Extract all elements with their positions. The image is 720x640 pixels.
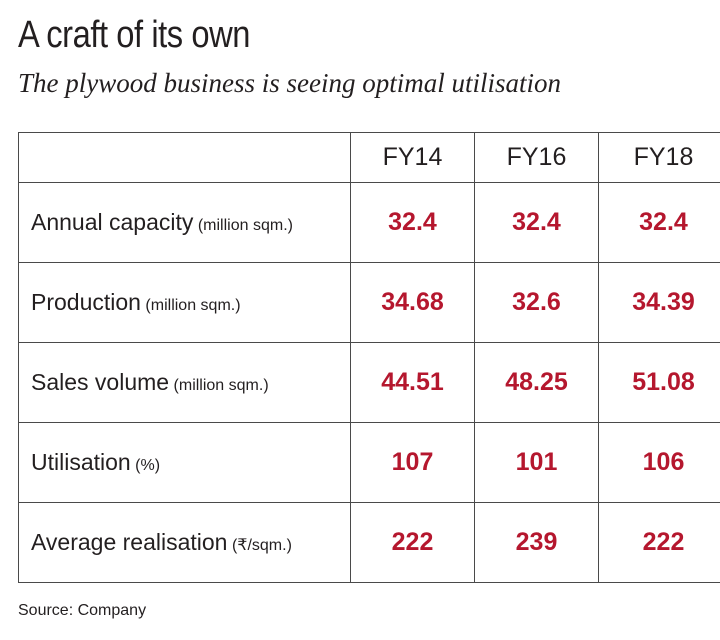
row-unit-label: (₹/sqm.): [231, 537, 292, 554]
table-row: Production (million sqm.) 34.68 32.6 34.39: [18, 262, 720, 343]
value-cell: 32.4: [474, 182, 599, 263]
source-note: Source: Company: [18, 602, 147, 619]
value-cell: 222: [350, 502, 475, 583]
chart-title: A craft of its own: [18, 14, 251, 56]
row-label-cell: Sales volume (million sqm.): [18, 342, 351, 423]
row-label-cell: Average realisation (₹/sqm.): [18, 502, 351, 583]
row-metric-label: Average realisation: [31, 529, 228, 555]
value-cell: 51.08: [598, 342, 720, 423]
row-metric-label: Sales volume: [31, 369, 170, 395]
row-unit-label: (million sqm.): [197, 217, 293, 234]
value-cell: 32.6: [474, 262, 599, 343]
value-cell: 101: [474, 422, 599, 503]
row-metric-label: Production: [31, 289, 141, 315]
value-cell: 239: [474, 502, 599, 583]
row-metric-label: Annual capacity: [31, 209, 194, 235]
data-table: FY14 FY16 FY18 Annual capacity (million …: [18, 132, 720, 583]
table-row: Sales volume (million sqm.) 44.51 48.25 51.…: [18, 342, 720, 423]
header-empty-cell: [18, 132, 351, 183]
table-row: Annual capacity (million sqm.) 32.4 32.4 32…: [18, 182, 720, 263]
value-cell: 44.51: [350, 342, 475, 423]
column-header: FY14: [350, 132, 475, 183]
row-unit-label: (%): [135, 457, 161, 474]
row-label-cell: Annual capacity (million sqm.): [18, 182, 351, 263]
value-cell: 48.25: [474, 342, 599, 423]
data-table-body: FY14 FY16 FY18 Annual capacity (million …: [18, 132, 720, 583]
row-unit-label: (million sqm.): [145, 297, 241, 314]
value-cell: 222: [598, 502, 720, 583]
column-header: FY16: [474, 132, 599, 183]
value-cell: 34.39: [598, 262, 720, 343]
table-row: Average realisation (₹/sqm.) 222 239 222: [18, 502, 720, 583]
value-cell: 34.68: [350, 262, 475, 343]
row-label-cell: Utilisation (%): [18, 422, 351, 503]
table-row: Utilisation (%) 107 101 106: [18, 422, 720, 503]
value-cell: 106: [598, 422, 720, 503]
value-cell: 107: [350, 422, 475, 503]
row-label-cell: Production (million sqm.): [18, 262, 351, 343]
chart-subtitle: The plywood business is seeing optimal u…: [18, 68, 562, 98]
value-cell: 32.4: [350, 182, 475, 263]
value-cell: 32.4: [598, 182, 720, 263]
row-metric-label: Utilisation: [31, 449, 131, 475]
column-header: FY18: [598, 132, 720, 183]
row-unit-label: (million sqm.): [173, 377, 269, 394]
header-row: FY14 FY16 FY18: [18, 132, 720, 183]
